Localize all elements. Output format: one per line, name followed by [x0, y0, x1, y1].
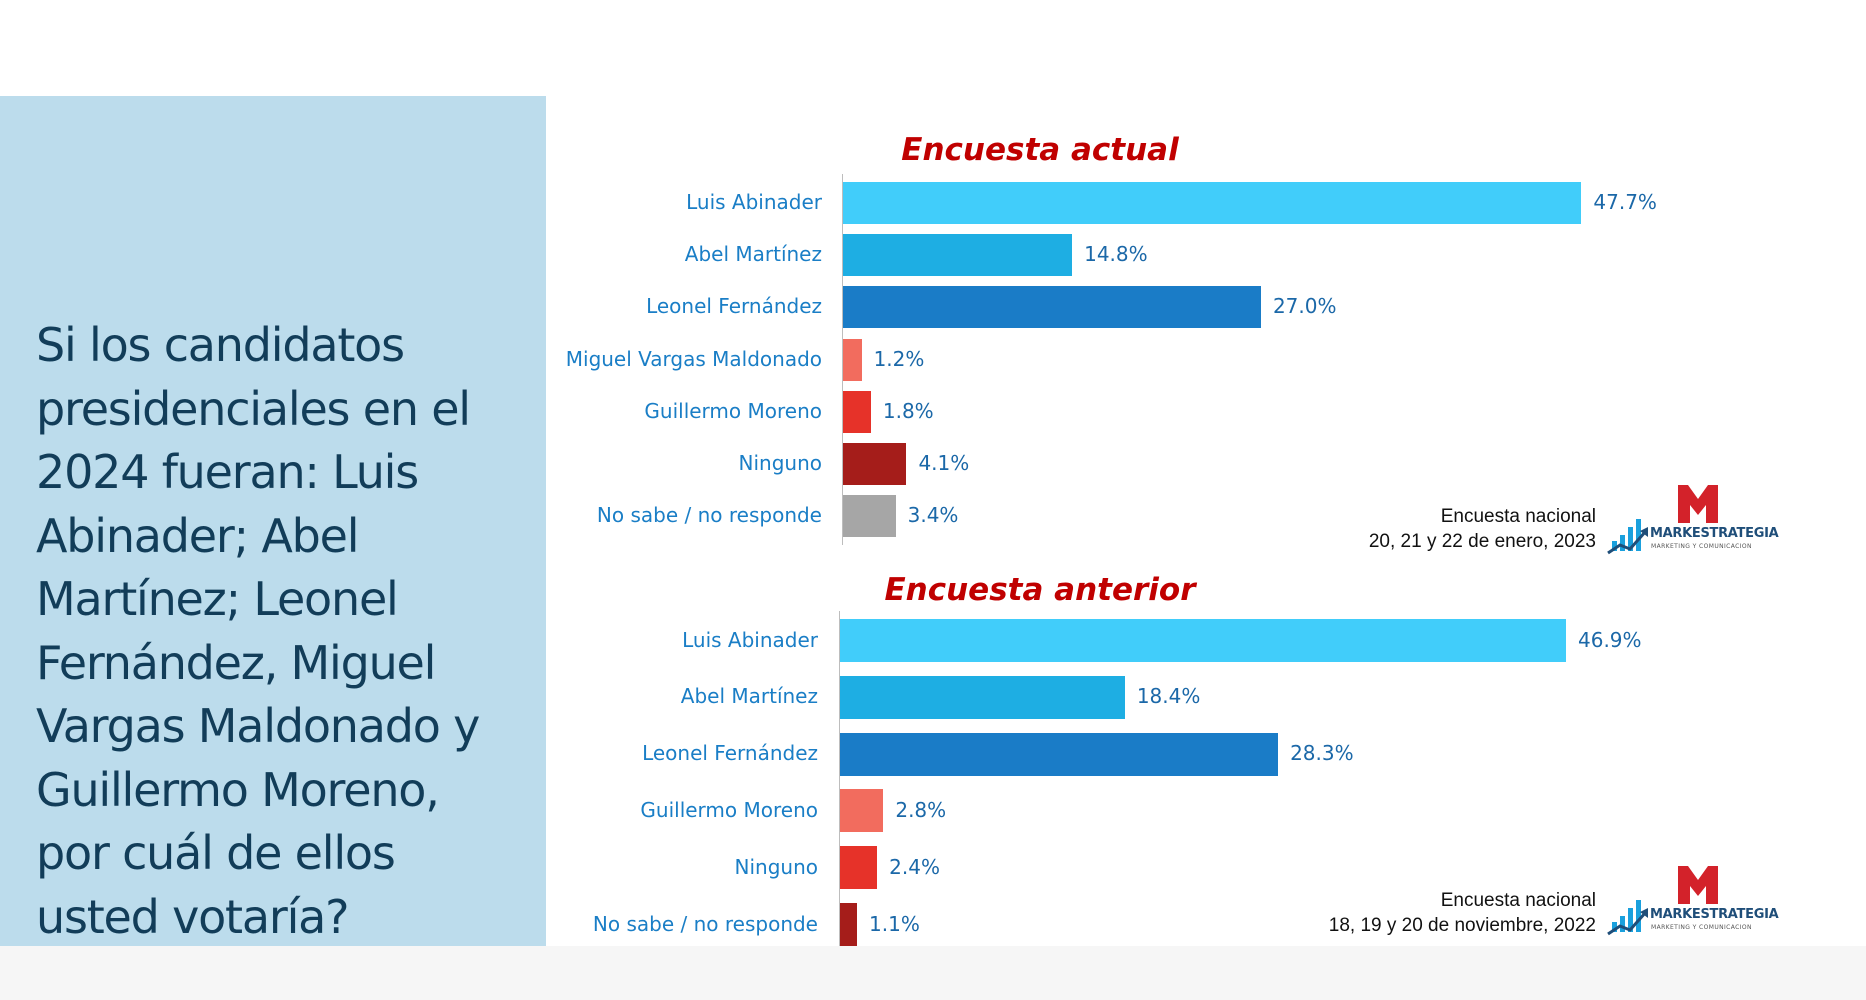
bar: [843, 338, 862, 381]
bar: [843, 234, 1073, 277]
bar: [840, 789, 884, 833]
bar: [843, 390, 871, 433]
category-axis: [842, 174, 843, 546]
category-label: Luis Abinader: [686, 190, 822, 214]
category-label: Leonel Fernández: [642, 741, 818, 766]
logo-tagline: MARKETING Y COMUNICACION: [1651, 543, 1752, 550]
category-axis: [839, 611, 840, 954]
category-label: Abel Martínez: [680, 684, 818, 709]
survey-note-line2: 20, 21 y 22 de enero, 2023: [1368, 531, 1596, 552]
logo-tagline: MARKETING Y COMUNICACION: [1651, 924, 1752, 931]
category-label: Ninguno: [738, 451, 822, 475]
value-label: 28.3%: [1290, 741, 1354, 766]
value-label: 2.8%: [895, 797, 947, 822]
value-label: 27.0%: [1272, 294, 1337, 319]
bar: [840, 619, 1566, 662]
category-label: Leonel Fernández: [646, 294, 822, 319]
bar: [840, 846, 878, 890]
chart-title: Encuesta actual: [901, 132, 1179, 168]
value-label: 14.8%: [1084, 242, 1148, 267]
markestrategia-logo: MARKESTRATEGIA MARKETING Y COMUNICACION: [1606, 864, 1779, 940]
category-label: Abel Martínez: [684, 242, 822, 267]
category-label: Ninguno: [734, 854, 818, 879]
category-label: Guillermo Moreno: [644, 398, 822, 423]
logo-name: MARKESTRATEGIA: [1650, 907, 1779, 922]
logo-name: MARKESTRATEGIA: [1650, 526, 1779, 541]
value-label: 4.1%: [918, 451, 970, 475]
question-text: Si los candidatos presidenciales en el 2…: [36, 318, 480, 944]
survey-note: Encuesta nacional 20, 21 y 22 de enero, 2…: [1369, 504, 1596, 554]
bottom-band: [0, 946, 1866, 1000]
value-label: 2.4%: [889, 854, 940, 879]
value-label: 46.9%: [1578, 627, 1642, 652]
bar: [843, 182, 1582, 224]
value-label: 47.7%: [1593, 190, 1657, 214]
category-label: Luis Abinader: [682, 627, 818, 652]
survey-note-line1: Encuesta nacional: [1440, 506, 1596, 527]
bar: [840, 732, 1279, 776]
category-label: No sabe / no responde: [592, 911, 818, 936]
bar: [840, 675, 1125, 719]
category-label: No sabe / no responde: [596, 503, 822, 528]
value-label: 1.2%: [873, 346, 925, 371]
value-label: 18.4%: [1136, 684, 1201, 709]
value-label: 1.1%: [869, 911, 920, 936]
bar: [843, 443, 907, 485]
category-label: Miguel Vargas Maldonado: [565, 346, 822, 371]
survey-note-line1: Encuesta nacional: [1440, 890, 1596, 911]
survey-note: Encuesta nacional 18, 19 y 20 de noviembr…: [1329, 888, 1596, 938]
bar: [843, 495, 896, 538]
value-label: 3.4%: [907, 503, 959, 528]
bar: [840, 903, 858, 946]
survey-note-line2: 18, 19 y 20 de noviembre, 2022: [1328, 915, 1596, 936]
value-label: 1.8%: [882, 398, 934, 423]
chart-title: Encuesta anterior: [884, 572, 1196, 608]
bar: [843, 286, 1261, 329]
category-label: Guillermo Moreno: [640, 797, 818, 822]
markestrategia-logo: MARKESTRATEGIA MARKETING Y COMUNICACION: [1606, 483, 1779, 559]
question-panel: Si los candidatos presidenciales en el 2…: [0, 96, 546, 946]
